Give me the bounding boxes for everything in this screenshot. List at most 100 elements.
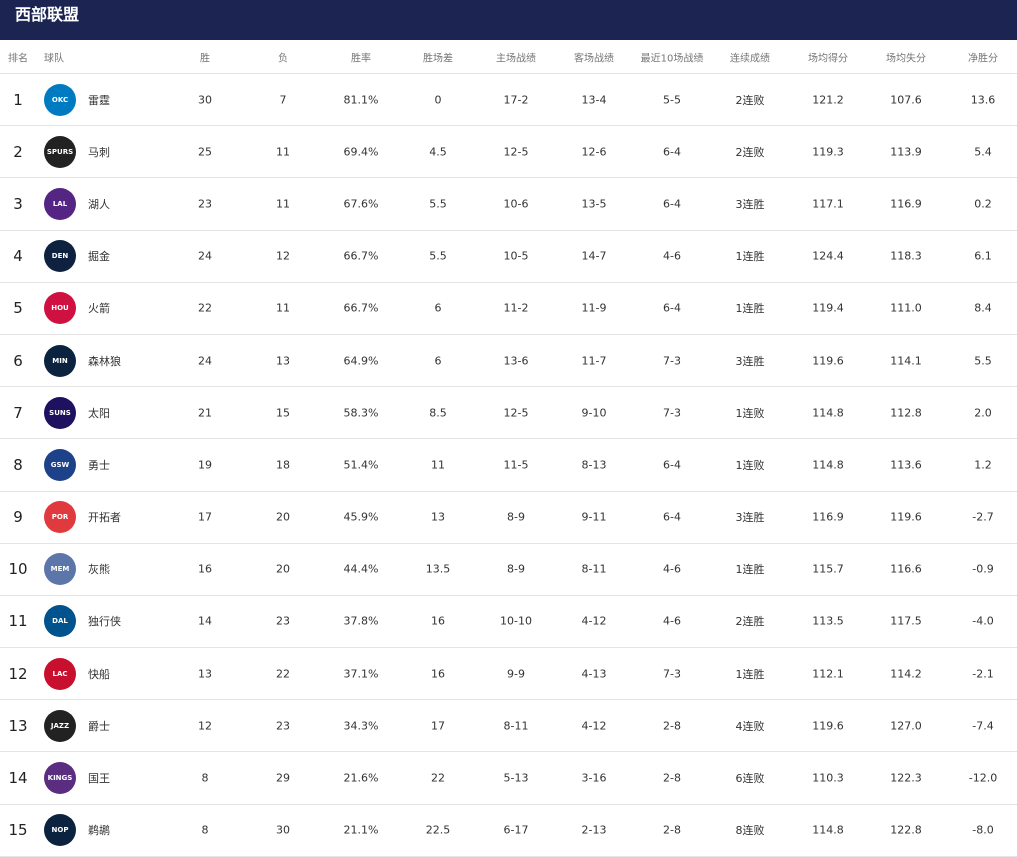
away: 3-16 bbox=[581, 771, 607, 785]
timberwolves-logo: MIN bbox=[44, 344, 76, 377]
team-name[interactable]: 火箭 bbox=[88, 302, 110, 316]
team-name[interactable]: 快船 bbox=[88, 667, 110, 681]
table-header: 排名 球队 胜 负 胜率 胜场差 主场战绩 客场战绩 最近10场战绩 连续成绩 场均得分 场均失分 净胜… bbox=[0, 40, 1017, 74]
ppg: 119.6 bbox=[812, 354, 844, 368]
point-diff: 5.4 bbox=[974, 145, 992, 159]
opp-ppg: 114.1 bbox=[890, 354, 922, 368]
win-pct: 34.3% bbox=[343, 719, 379, 733]
table-row[interactable]: 6 MIN 森林狼 24 13 64.9% 6 13-6 11-7 7-3 3连胜 119.6 114.… bbox=[0, 335, 1017, 388]
clippers-logo: LAC bbox=[44, 657, 76, 690]
rank: 9 bbox=[13, 508, 23, 527]
away: 8-11 bbox=[581, 562, 607, 576]
home: 12-5 bbox=[503, 145, 529, 159]
wins: 24 bbox=[198, 249, 212, 263]
opp-ppg: 119.6 bbox=[890, 510, 922, 524]
team-name[interactable]: 勇士 bbox=[88, 458, 110, 472]
losses: 30 bbox=[276, 823, 290, 837]
team-name[interactable]: 太阳 bbox=[88, 406, 110, 420]
rank: 3 bbox=[13, 194, 23, 213]
point-diff: 13.6 bbox=[970, 93, 996, 107]
table-row[interactable]: 8 GSW 勇士 19 18 51.4% 11 11-5 8-13 6-4 1连败 114.8 113.… bbox=[0, 439, 1017, 492]
away: 12-6 bbox=[581, 145, 607, 159]
streak: 1连败 bbox=[735, 458, 765, 472]
games-behind: 11 bbox=[431, 458, 445, 472]
team-name[interactable]: 马刺 bbox=[88, 145, 110, 159]
table-row[interactable]: 1 OKC 雷霆 30 7 81.1% 0 17-2 13-4 5-5 2连败 121.2 107.6 1… bbox=[0, 74, 1017, 127]
table-row[interactable]: 2 SPURS 马刺 25 11 69.4% 4.5 12-5 12-6 6-4 2连败 119.3 1… bbox=[0, 126, 1017, 179]
header-point-diff: 净胜分 bbox=[968, 53, 998, 64]
point-diff: 2.0 bbox=[974, 406, 992, 420]
grizzlies-logo: MEM bbox=[44, 553, 76, 586]
team-name[interactable]: 灰熊 bbox=[88, 563, 110, 577]
team-name[interactable]: 开拓者 bbox=[88, 511, 121, 525]
table-row[interactable]: 10 MEM 灰熊 16 20 44.4% 13.5 8-9 8-11 4-6 1连胜 115.7 11… bbox=[0, 544, 1017, 596]
home: 6-17 bbox=[503, 823, 529, 837]
last-10: 4-6 bbox=[663, 562, 681, 576]
away: 14-7 bbox=[581, 249, 607, 263]
ppg: 124.4 bbox=[812, 249, 844, 263]
streak: 2连胜 bbox=[735, 615, 765, 629]
streak: 2连败 bbox=[735, 145, 765, 159]
team-name[interactable]: 国王 bbox=[88, 772, 110, 786]
team-name[interactable]: 湖人 bbox=[88, 197, 110, 211]
losses: 11 bbox=[276, 197, 290, 211]
table-row[interactable]: 7 SUNS 太阳 21 15 58.3% 8.5 12-5 9-10 7-3 1连败 114.8 11… bbox=[0, 387, 1017, 440]
table-row[interactable]: 14 KINGS 国王 8 29 21.6% 22 5-13 3-16 2-8 6连败 110.3 12… bbox=[0, 752, 1017, 805]
win-pct: 37.8% bbox=[343, 614, 379, 628]
home: 10-6 bbox=[503, 197, 529, 211]
games-behind: 22 bbox=[431, 771, 445, 785]
streak: 1连败 bbox=[735, 406, 765, 420]
losses: 23 bbox=[276, 719, 290, 733]
table-row[interactable]: 11 DAL 独行侠 14 23 37.8% 16 10-10 4-12 4-6 2连胜 113.5 1… bbox=[0, 596, 1017, 649]
opp-ppg: 112.8 bbox=[890, 406, 922, 420]
wins: 30 bbox=[198, 93, 212, 107]
games-behind: 16 bbox=[431, 667, 445, 681]
games-behind: 16 bbox=[431, 614, 445, 628]
team-name[interactable]: 森林狼 bbox=[88, 354, 121, 368]
opp-ppg: 111.0 bbox=[890, 301, 922, 315]
home: 10-10 bbox=[500, 614, 532, 628]
games-behind: 0 bbox=[434, 93, 442, 107]
point-diff: -7.4 bbox=[972, 719, 994, 733]
rank: 6 bbox=[13, 351, 23, 370]
ppg: 112.1 bbox=[812, 667, 844, 681]
wins: 14 bbox=[198, 614, 212, 628]
table-row[interactable]: 15 NOP 鹈鹕 8 30 21.1% 22.5 6-17 2-13 2-8 8连败 114.8 12… bbox=[0, 805, 1017, 857]
nuggets-logo: DEN bbox=[44, 240, 76, 273]
games-behind: 13.5 bbox=[425, 562, 451, 576]
point-diff: 5.5 bbox=[974, 354, 992, 368]
last-10: 6-4 bbox=[663, 197, 681, 211]
opp-ppg: 116.6 bbox=[890, 562, 922, 576]
header-ppg: 场均得分 bbox=[808, 53, 848, 64]
away: 4-13 bbox=[581, 667, 607, 681]
table-row[interactable]: 9 POR 开拓者 17 20 45.9% 13 8-9 9-11 6-4 3连胜 116.9 119.… bbox=[0, 492, 1017, 544]
games-behind: 13 bbox=[431, 510, 445, 524]
team-name[interactable]: 掘金 bbox=[88, 250, 110, 264]
opp-ppg: 114.2 bbox=[890, 667, 922, 681]
away: 4-12 bbox=[581, 719, 607, 733]
last-10: 7-3 bbox=[663, 354, 681, 368]
wins: 8 bbox=[201, 771, 209, 785]
losses: 20 bbox=[276, 510, 290, 524]
streak: 1连胜 bbox=[735, 302, 765, 316]
ppg: 121.2 bbox=[812, 93, 844, 107]
table-row[interactable]: 12 LAC 快船 13 22 37.1% 16 9-9 4-13 7-3 1连胜 112.1 114.… bbox=[0, 648, 1017, 701]
point-diff: -12.0 bbox=[968, 771, 998, 785]
ppg: 117.1 bbox=[812, 197, 844, 211]
table-row[interactable]: 4 DEN 掘金 24 12 66.7% 5.5 10-5 14-7 4-6 1连胜 124.4 118… bbox=[0, 231, 1017, 283]
table-row[interactable]: 3 LAL 湖人 23 11 67.6% 5.5 10-6 13-5 6-4 3连胜 117.1 116… bbox=[0, 178, 1017, 231]
team-name[interactable]: 鹈鹕 bbox=[88, 824, 110, 838]
team-name[interactable]: 雷霆 bbox=[88, 93, 110, 107]
table-row[interactable]: 13 JAZZ 爵士 12 23 34.3% 17 8-11 4-12 2-8 4连败 119.6 12… bbox=[0, 700, 1017, 753]
team-name[interactable]: 独行侠 bbox=[88, 615, 121, 629]
win-pct: 45.9% bbox=[343, 510, 379, 524]
games-behind: 22.5 bbox=[425, 823, 451, 837]
streak: 1连胜 bbox=[735, 563, 765, 577]
team-name[interactable]: 爵士 bbox=[88, 719, 110, 733]
losses: 22 bbox=[276, 667, 290, 681]
opp-ppg: 113.9 bbox=[890, 145, 922, 159]
rank: 10 bbox=[8, 560, 28, 579]
table-row[interactable]: 5 HOU 火箭 22 11 66.7% 6 11-2 11-9 6-4 1连胜 119.4 111.0… bbox=[0, 283, 1017, 335]
home: 5-13 bbox=[503, 771, 529, 785]
losses: 15 bbox=[276, 406, 290, 420]
